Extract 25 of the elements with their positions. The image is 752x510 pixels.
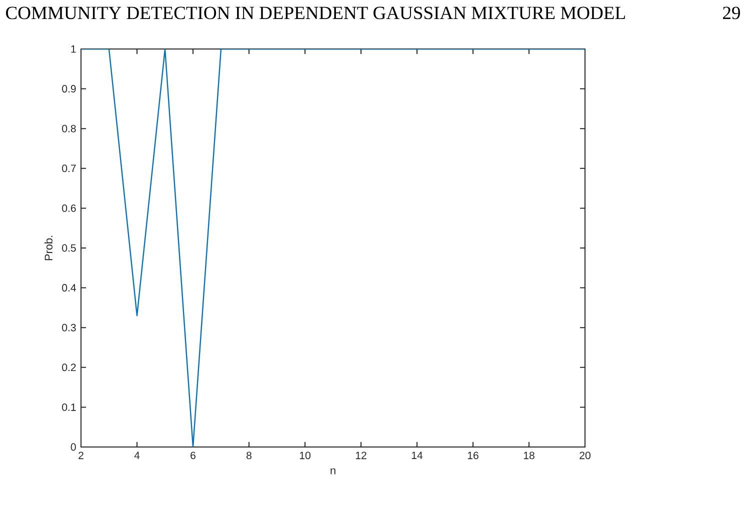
x-tick-label: 16 [468, 452, 478, 460]
x-tick-label: 2 [78, 452, 84, 460]
y-tick-label: 0 [70, 443, 76, 451]
text: 29 [723, 6, 740, 20]
y-tick-label: 0.5 [62, 244, 76, 252]
x-tick-label: 20 [580, 452, 590, 460]
x-tick-label: 8 [246, 452, 252, 460]
x-tick-label: 6 [190, 452, 196, 460]
y-tick-label: 0.6 [62, 204, 76, 212]
y-tick-label: 0.8 [62, 124, 76, 132]
y-tick-label: 0.4 [62, 284, 76, 292]
y-tick-label: 1 [71, 45, 76, 53]
x-axis-title: n [330, 468, 336, 474]
x-tick-label: 14 [412, 452, 423, 459]
y-tick-label: 0.3 [62, 324, 76, 332]
x-tick-label: 4 [134, 452, 140, 459]
text: COMMUNITY DETECTION IN DEPENDENT GAUSSIAN MIXTURE MODEL [6, 6, 625, 20]
y-tick-label: 0.7 [62, 164, 76, 172]
y-axis-title: Prob. [44, 236, 52, 260]
x-tick-label: 10 [300, 452, 310, 460]
x-tick-label: 12 [356, 452, 366, 460]
x-tick-label: 18 [524, 452, 534, 460]
y-tick-label: 0.9 [62, 85, 76, 93]
y-tick-label: 0.2 [62, 364, 76, 372]
y-tick-label: 0.1 [62, 403, 76, 411]
